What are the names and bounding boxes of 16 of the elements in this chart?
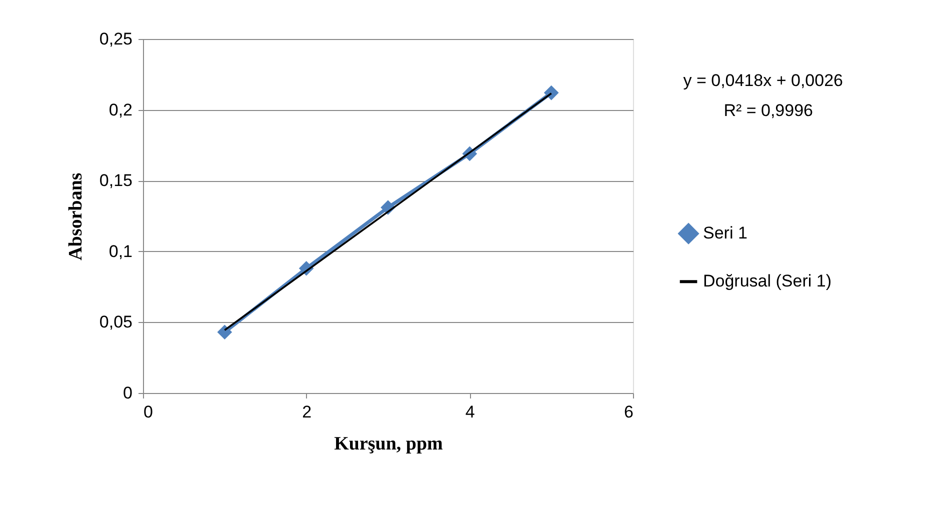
y-tick-label: 0,15 [99, 171, 132, 190]
x-tick-label: 6 [624, 402, 634, 422]
y-tick-label: 0,1 [108, 242, 132, 261]
legend-label: Seri 1 [703, 224, 748, 243]
x-tick-label: 4 [465, 402, 475, 422]
y-axis-title: Absorbans [65, 172, 86, 260]
legend-label: Doğrusal (Seri 1) [703, 272, 832, 291]
text: R² = 0,9996 [724, 101, 813, 120]
x-tick-label: 2 [302, 402, 312, 422]
x-tick-label: 0 [144, 402, 153, 422]
y-tick-label: 0,25 [99, 30, 132, 48]
y-tick-label: 0,05 [99, 312, 132, 332]
y-tick-label: 0 [123, 384, 132, 402]
y-tick-label: 0,2 [108, 100, 132, 120]
text: y = 0,0418x + 0,0026 [683, 71, 843, 90]
x-axis-title: Kurşun, ppm [334, 434, 444, 454]
